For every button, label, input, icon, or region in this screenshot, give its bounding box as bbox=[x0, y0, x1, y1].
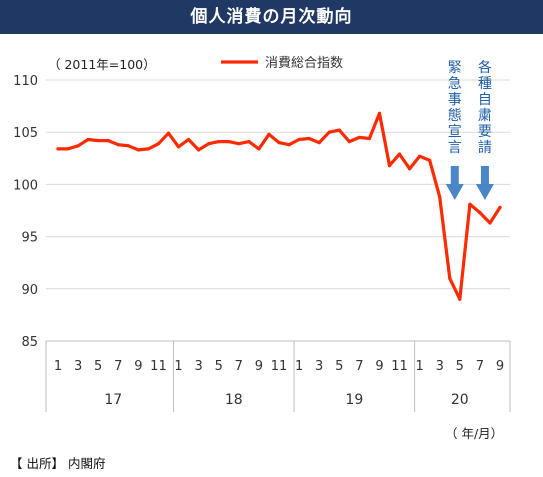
data-point bbox=[418, 154, 422, 158]
annotation-char: 自 bbox=[478, 92, 492, 108]
data-point bbox=[56, 147, 60, 151]
data-point bbox=[297, 137, 301, 142]
data-point bbox=[387, 164, 392, 168]
data-point bbox=[438, 195, 442, 199]
data-point bbox=[287, 143, 291, 147]
x-tick-label: 9 bbox=[496, 359, 504, 374]
data-point bbox=[146, 147, 151, 151]
annotation-char: 言 bbox=[448, 140, 462, 156]
year-label: 19 bbox=[345, 392, 363, 408]
x-tick-label: 11 bbox=[391, 359, 408, 374]
data-point bbox=[76, 144, 80, 148]
annotation-arrow bbox=[445, 166, 464, 200]
data-point bbox=[377, 111, 382, 116]
annotation-char: 各 bbox=[478, 60, 492, 76]
y-tick-label: 90 bbox=[21, 283, 38, 298]
data-point bbox=[217, 139, 221, 144]
x-tick-label: 1 bbox=[54, 359, 62, 374]
x-tick-label: 5 bbox=[94, 359, 102, 374]
x-tick-label: 3 bbox=[194, 359, 202, 374]
data-point bbox=[367, 136, 372, 141]
data-point bbox=[207, 142, 211, 146]
annotation-char: 請 bbox=[478, 140, 492, 156]
x-tick-label: 11 bbox=[150, 359, 167, 374]
annotation-char: 緊 bbox=[448, 60, 462, 76]
x-tick-label: 3 bbox=[74, 359, 82, 374]
data-point bbox=[498, 205, 502, 209]
data-point bbox=[176, 145, 181, 149]
y-tick-label: 100 bbox=[13, 178, 38, 193]
data-point bbox=[397, 152, 402, 156]
x-tick-label: 7 bbox=[235, 359, 243, 374]
data-point bbox=[488, 221, 492, 225]
x-tick-label: 1 bbox=[295, 359, 303, 374]
annotation-char: 急 bbox=[448, 76, 462, 92]
data-point bbox=[247, 139, 251, 144]
data-point bbox=[428, 158, 432, 162]
data-point bbox=[86, 137, 90, 142]
x-tick-label: 3 bbox=[436, 359, 444, 374]
data-point bbox=[166, 131, 171, 135]
x-tick-label: 9 bbox=[134, 359, 142, 374]
x-tick-label: 5 bbox=[215, 359, 223, 374]
y-tick-label: 105 bbox=[13, 126, 38, 141]
data-point bbox=[106, 138, 110, 143]
x-axis-unit: （ 年/月） bbox=[445, 426, 503, 441]
chart-title: 個人消費の月次動向 bbox=[0, 0, 543, 34]
x-tick-label: 1 bbox=[174, 359, 182, 374]
x-tick-label: 9 bbox=[255, 359, 263, 374]
y-tick-label: 85 bbox=[21, 335, 38, 350]
x-tick-label: 9 bbox=[375, 359, 383, 374]
y-axis-unit: （ 2011年=100） bbox=[48, 57, 156, 72]
data-point bbox=[96, 138, 100, 143]
data-point bbox=[136, 148, 140, 152]
annotation-char: 態 bbox=[448, 108, 462, 124]
annotation-char: 粛 bbox=[478, 108, 492, 124]
data-point bbox=[197, 148, 201, 152]
x-tick-label: 5 bbox=[335, 359, 343, 374]
x-tick-label: 7 bbox=[476, 359, 484, 374]
x-tick-label: 3 bbox=[315, 359, 323, 374]
data-point bbox=[357, 135, 361, 140]
data-point bbox=[458, 297, 462, 301]
data-point bbox=[317, 141, 321, 145]
data-point bbox=[116, 143, 120, 147]
data-point bbox=[126, 144, 130, 148]
data-point bbox=[407, 167, 412, 171]
data-point bbox=[156, 142, 161, 146]
annotation-char: 事 bbox=[448, 92, 462, 108]
data-point bbox=[186, 137, 191, 142]
x-tick-label: 5 bbox=[456, 359, 464, 374]
annotation-char: 要 bbox=[478, 124, 492, 140]
year-label: 18 bbox=[225, 392, 243, 408]
data-point bbox=[468, 202, 472, 206]
data-point bbox=[277, 141, 281, 145]
data-point bbox=[347, 139, 351, 144]
source-note: 【 出所】 内閣府 bbox=[10, 456, 106, 471]
year-label: 17 bbox=[104, 392, 122, 408]
legend-label: 消費総合指数 bbox=[265, 56, 343, 71]
x-tick-label: 7 bbox=[355, 359, 363, 374]
x-tick-label: 1 bbox=[415, 359, 423, 374]
data-point bbox=[66, 147, 70, 151]
data-point bbox=[227, 139, 231, 144]
data-point bbox=[478, 210, 482, 215]
annotation-arrow bbox=[475, 166, 494, 200]
annotation-char: 種 bbox=[478, 76, 492, 92]
x-tick-label: 7 bbox=[114, 359, 122, 374]
x-tick-label: 11 bbox=[271, 359, 288, 374]
data-point bbox=[448, 276, 452, 280]
y-tick-label: 95 bbox=[21, 231, 38, 246]
annotation-char: 宣 bbox=[448, 124, 462, 140]
year-label: 20 bbox=[451, 392, 469, 408]
data-point bbox=[237, 142, 241, 146]
data-point bbox=[327, 130, 331, 134]
data-point bbox=[267, 132, 271, 136]
data-point bbox=[307, 136, 311, 141]
data-point bbox=[337, 128, 341, 132]
y-tick-label: 110 bbox=[13, 74, 38, 89]
data-point bbox=[257, 147, 261, 151]
